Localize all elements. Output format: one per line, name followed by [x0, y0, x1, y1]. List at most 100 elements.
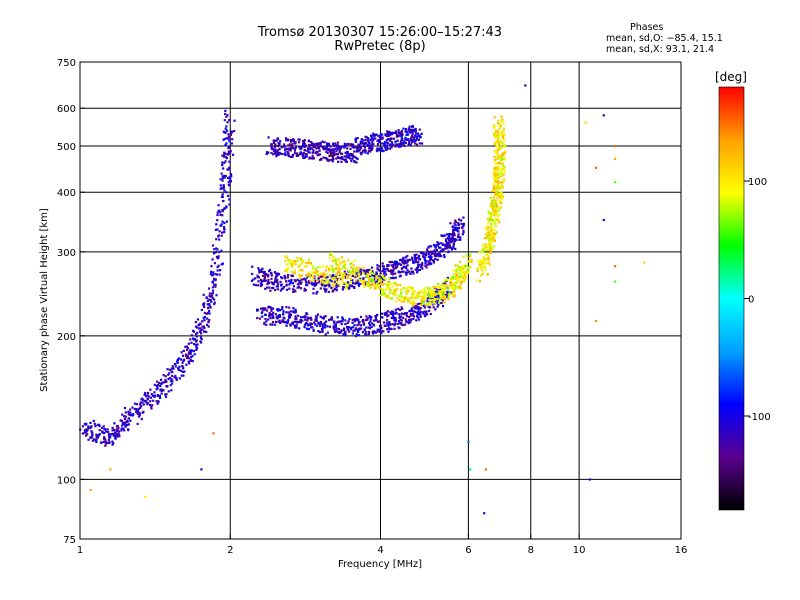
- scatter-point: [121, 413, 124, 416]
- scatter-point: [446, 245, 449, 248]
- scatter-point: [263, 279, 266, 282]
- scatter-point: [367, 330, 371, 334]
- scatter-point: [340, 160, 343, 163]
- scatter-point: [413, 290, 416, 293]
- scatter-point: [143, 393, 146, 396]
- scatter-point: [335, 153, 338, 156]
- scatter-point: [343, 334, 347, 337]
- scatter-point: [417, 261, 420, 264]
- scatter-point: [461, 265, 464, 268]
- scatter-point: [223, 151, 226, 154]
- scatter-point: [304, 314, 307, 318]
- scatter-point: [276, 152, 279, 156]
- scatter-point: [430, 294, 433, 297]
- scatter-point: [123, 423, 126, 426]
- scatter-point: [326, 148, 329, 152]
- scatter-point: [164, 380, 167, 383]
- scatter-point: [450, 277, 453, 280]
- scatter-point: [321, 328, 324, 331]
- scatter-point: [223, 189, 226, 192]
- scatter-point: [488, 212, 491, 215]
- scatter-point: [205, 330, 208, 334]
- scatter-point: [211, 297, 214, 300]
- scatter-point: [286, 147, 289, 151]
- scatter-point: [230, 174, 233, 178]
- scatter-point: [376, 267, 379, 270]
- scatter-point: [416, 291, 420, 295]
- scatter-point: [299, 263, 302, 266]
- scatter-point: [412, 261, 415, 264]
- scatter-point: [224, 109, 227, 112]
- scatter-point: [318, 153, 322, 156]
- scatter-point: [397, 128, 400, 132]
- scatter-point: [499, 162, 502, 165]
- scatter-point: [311, 272, 314, 275]
- scatter-point: [331, 156, 335, 159]
- colorbar: [718, 86, 745, 511]
- scatter-point: [284, 259, 287, 263]
- scatter-point: [487, 256, 490, 259]
- scatter-point: [348, 157, 352, 160]
- scatter-point: [176, 358, 180, 361]
- scatter-point: [399, 140, 403, 144]
- scatter-point: [399, 144, 403, 147]
- scatter-point: [394, 276, 397, 279]
- scatter-point: [427, 294, 430, 298]
- scatter-point: [465, 263, 468, 266]
- scatter-point: [488, 249, 491, 252]
- scatter-point: [298, 145, 301, 148]
- scatter-point: [295, 324, 298, 327]
- x-tick-label: 2: [227, 545, 233, 556]
- scatter-point: [495, 210, 498, 213]
- scatter-point: [319, 315, 322, 318]
- scatter-point: [481, 243, 485, 246]
- scatter-point: [332, 258, 336, 261]
- scatter-point: [365, 269, 369, 272]
- scatter-point: [400, 137, 404, 140]
- scatter-point: [412, 299, 415, 303]
- scatter-point: [334, 267, 338, 271]
- scatter-point: [424, 291, 427, 294]
- scatter-point: [442, 234, 445, 238]
- scatter-point: [269, 323, 272, 326]
- scatter-point: [362, 278, 365, 281]
- scatter-point: [294, 310, 297, 313]
- scatter-point: [194, 320, 197, 324]
- scatter-point: [84, 431, 87, 434]
- scatter-point: [206, 303, 209, 306]
- scatter-point: [321, 323, 324, 326]
- scatter-point: [339, 268, 342, 271]
- scatter-point: [452, 286, 455, 289]
- scatter-point: [396, 134, 399, 137]
- scatter-point: [181, 354, 185, 357]
- scatter-point: [452, 288, 455, 291]
- scatter-point: [451, 247, 454, 250]
- scatter-point: [384, 146, 387, 149]
- scatter-point: [283, 152, 287, 155]
- scatter-point: [176, 361, 179, 364]
- scatter-point: [264, 273, 267, 277]
- scatter-point: [323, 321, 326, 324]
- scatter-point: [316, 146, 320, 150]
- scatter-point: [372, 142, 375, 146]
- scatter-point: [406, 271, 409, 274]
- scatter-point: [171, 365, 174, 368]
- scatter-point: [426, 303, 429, 306]
- scatter-point: [150, 393, 153, 396]
- x-tick-label: 10: [573, 545, 586, 556]
- scatter-point: [222, 167, 225, 170]
- scatter-point: [263, 270, 266, 274]
- scatter-point: [491, 239, 495, 242]
- scatter-point: [302, 260, 305, 263]
- scatter-point: [364, 318, 367, 322]
- scatter-point: [374, 137, 377, 140]
- scatter-point: [223, 228, 226, 231]
- scatter-point: [339, 331, 342, 334]
- scatter-point: [357, 149, 360, 152]
- scatter-point: [455, 269, 458, 272]
- scatter-point: [317, 153, 320, 156]
- scatter-point: [296, 154, 300, 157]
- scatter-point: [200, 468, 203, 471]
- scatter-point: [384, 273, 388, 276]
- scatter-point: [394, 262, 397, 265]
